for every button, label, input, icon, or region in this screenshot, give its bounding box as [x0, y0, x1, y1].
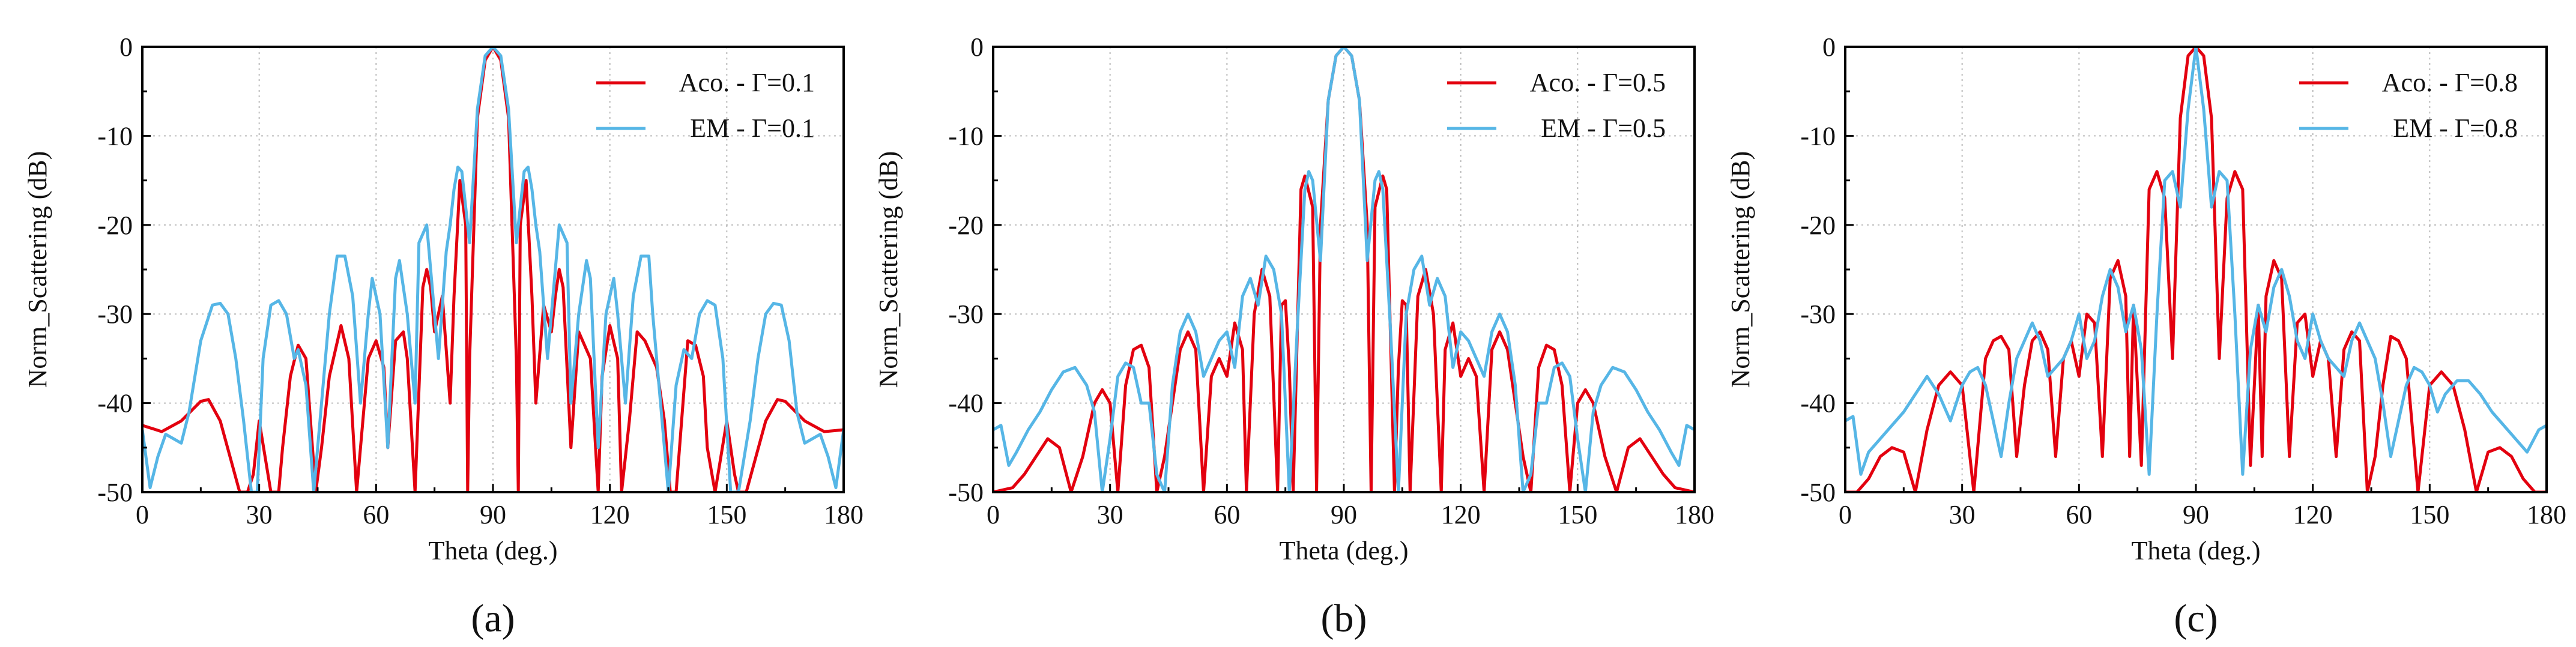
y-tick-label: -10: [97, 121, 133, 151]
y-tick-label: 0: [1822, 32, 1836, 62]
x-tick-label: 150: [1558, 500, 1597, 529]
legend: Aco. - Γ=0.8 EM - Γ=0.8: [2299, 68, 2518, 143]
y-tick-label: -40: [97, 389, 133, 418]
x-tick-label: 60: [363, 500, 389, 529]
legend-label: EM - Γ=0.5: [1541, 113, 1666, 143]
legend: Aco. - Γ=0.5 EM - Γ=0.5: [1447, 68, 1666, 143]
x-axis-title: Theta (deg.): [1280, 536, 1409, 565]
y-tick-label: -10: [1800, 121, 1836, 151]
x-tick-label: 150: [707, 500, 746, 529]
x-tick-label: 30: [1949, 500, 1976, 529]
aco-series-line: [993, 47, 1695, 492]
panel-label: (a): [471, 597, 515, 640]
x-tick-label: 180: [1675, 500, 1714, 529]
x-tick-label: 0: [987, 500, 1000, 529]
x-tick-label: 30: [1097, 500, 1123, 529]
x-tick-label: 180: [2527, 500, 2566, 529]
x-tick-label: 150: [2410, 500, 2449, 529]
legend-label: Aco. - Γ=0.5: [1530, 68, 1666, 97]
y-tick-label: -30: [97, 299, 133, 329]
x-tick-label: 180: [824, 500, 863, 529]
y-axis-title: Norm_Scattering (dB): [1726, 151, 1755, 388]
y-tick-label: -30: [948, 299, 984, 329]
x-tick-label: 0: [1839, 500, 1852, 529]
legend-label: EM - Γ=0.1: [690, 113, 815, 143]
x-axis-title: Theta (deg.): [2132, 536, 2261, 565]
y-tick-label: -20: [948, 211, 984, 240]
x-tick-label: 90: [1331, 500, 1357, 529]
panel-label: (b): [1321, 597, 1367, 640]
y-axis-title: Norm_Scattering (dB): [23, 151, 52, 388]
aco-series-line: [1845, 47, 2547, 492]
y-tick-label: -20: [97, 211, 133, 240]
x-tick-label: 120: [590, 500, 630, 529]
x-tick-label: 0: [136, 500, 149, 529]
y-tick-label: 0: [119, 32, 133, 62]
aco-series-line: [142, 47, 844, 492]
x-tick-label: 30: [246, 500, 273, 529]
legend-label: Aco. - Γ=0.8: [2382, 68, 2518, 97]
y-tick-label: -50: [948, 478, 984, 507]
x-tick-label: 120: [2293, 500, 2333, 529]
y-tick-label: -40: [1800, 389, 1836, 418]
chart-panel-a: 0 30 60 90 120 150 180 0 -10 -20 -30 -40 -50 Theta (d…: [23, 32, 863, 640]
x-tick-label: 90: [2183, 500, 2209, 529]
x-tick-label: 60: [1214, 500, 1240, 529]
panel-label: (c): [2174, 597, 2218, 640]
x-axis-title: Theta (deg.): [429, 536, 558, 565]
em-series-line: [142, 47, 844, 492]
em-series-line: [993, 47, 1695, 492]
x-tick-label: 90: [480, 500, 506, 529]
y-tick-label: -30: [1800, 299, 1836, 329]
y-tick-label: -50: [97, 478, 133, 507]
y-tick-label: -40: [948, 389, 984, 418]
em-series-line: [1845, 47, 2547, 476]
chart-panel-b: 0 30 60 90 120 150 180 0 -10 -20 -30 -40 -50 Theta (d…: [874, 32, 1714, 640]
x-tick-label: 60: [2066, 500, 2092, 529]
legend: Aco. - Γ=0.1 EM - Γ=0.1: [596, 68, 815, 143]
x-tick-label: 120: [1441, 500, 1481, 529]
legend-label: EM - Γ=0.8: [2393, 113, 2518, 143]
legend-label: Aco. - Γ=0.1: [679, 68, 815, 97]
y-tick-label: -20: [1800, 211, 1836, 240]
y-axis-title: Norm_Scattering (dB): [874, 151, 903, 388]
y-tick-label: -50: [1800, 478, 1836, 507]
chart-panel-c: 0 30 60 90 120 150 180 0 -10 -20 -30 -40 -50 Theta (d…: [1726, 32, 2566, 640]
y-tick-label: 0: [970, 32, 984, 62]
y-tick-label: -10: [948, 121, 984, 151]
